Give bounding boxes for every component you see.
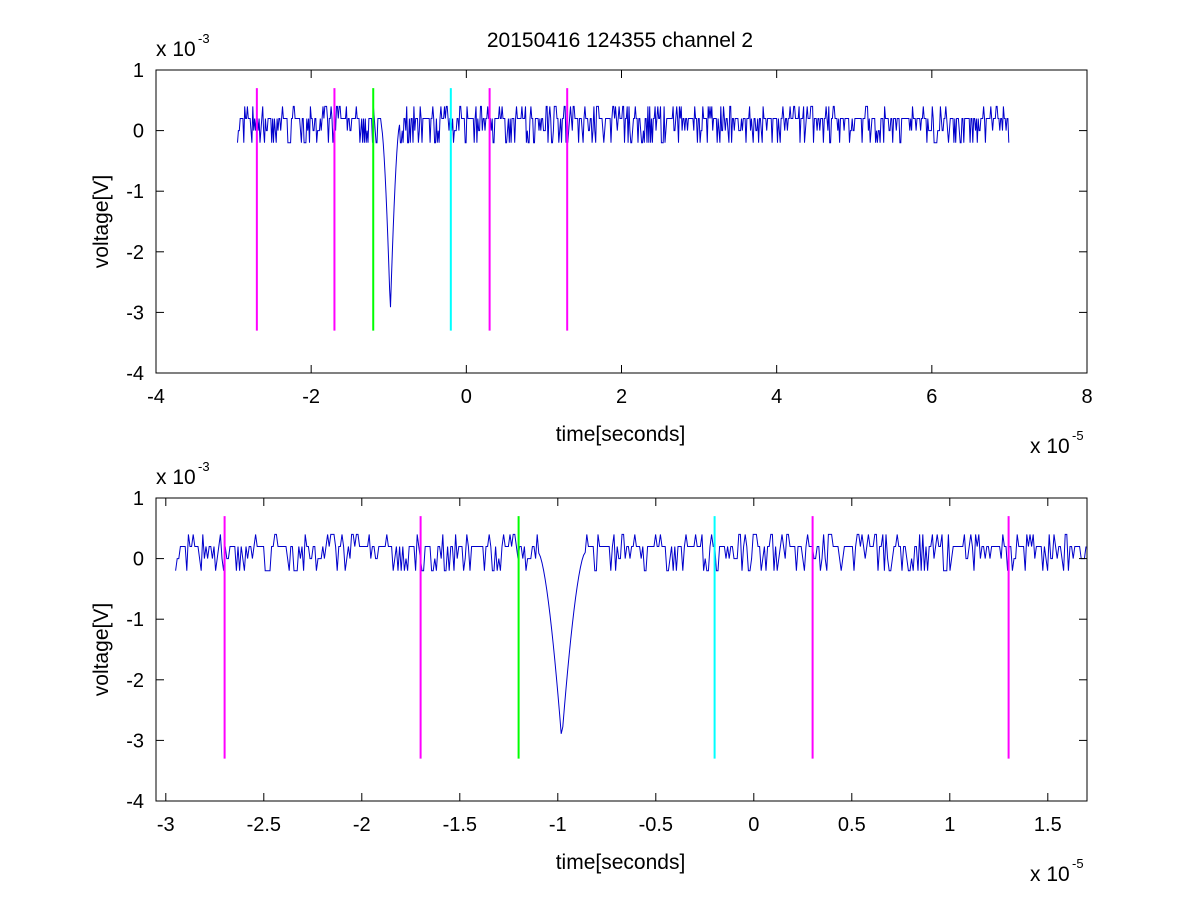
top-plot-x-tick-label: -2 [302,386,320,408]
bottom-plot-data-layer [175,516,1087,759]
bottom-plot-x-exponent-power: -5 [1072,856,1084,871]
bottom-plot-x-tick-label: 1.5 [1034,814,1062,836]
chart-title: 20150416 124355 channel 2 [487,29,753,52]
bottom-plot-y-tick-label: -1 [126,609,144,631]
top-plot-data-layer [237,88,1010,331]
bottom-plot-axes-box [155,497,1088,802]
bottom-plot-x-tick-label: -1 [549,814,567,836]
bottom-plot-x-tick-label: -2.5 [247,814,281,836]
top-plot-y-tick-label: -2 [126,242,144,264]
top-plot-x-exponent-base: x 10 [1030,435,1070,458]
bottom-plot-x-tick-label: 0.5 [838,814,866,836]
top-plot-x-tick-label: 6 [926,386,937,408]
bottom-plot-y-tick-label: -3 [126,730,144,752]
bottom-plot-x-tick-label: -1.5 [443,814,477,836]
top-plot-x-tick-label: -4 [147,386,165,408]
top-plot-y-tick-label: 0 [133,121,144,143]
bottom-plot-y-tick-label: 0 [133,549,144,571]
top-plot-signal-line [237,105,1010,308]
top-plot-x-tick-label: 8 [1081,386,1092,408]
bottom-plot-x-tick-label: -0.5 [639,814,673,836]
top-plot-ticks: -4 -2 0 2 4 6 8 -4 -3 -2 -1 0 1 [126,60,1092,408]
top-plot-y-exponent-power: -3 [198,31,210,46]
bottom-plot-x-tick-label: -3 [157,814,175,836]
bottom-plot-y-exponent-power: -3 [198,459,210,474]
bottom-plot-y-tick-label: -2 [126,670,144,692]
top-plot-y-axis-label: voltage[V] [90,175,113,268]
bottom-plot-signal-line [175,533,1087,734]
bottom-plot-y-tick-label: -4 [126,791,144,813]
top-plot-x-exponent: x 10 -5 [1030,428,1084,458]
top-plot-axes-box [155,69,1088,374]
bottom-plot-x-exponent: x 10 -5 [1030,856,1084,886]
top-plot-y-exponent: x 10 -3 [156,31,210,61]
top-plot-x-axis-label: time[seconds] [556,423,686,446]
top-plot-y-tick-label: -3 [126,302,144,324]
bottom-plot-ticks: -3 -2.5 -2 -1.5 -1 -0.5 0 0.5 1 1.5 -4 -3 -2 -1 0 1 [126,488,1087,836]
bottom-plot-x-tick-label: 1 [944,814,955,836]
top-plot-x-exponent-power: -5 [1072,428,1084,443]
top-plot-y-tick-label: 1 [133,60,144,82]
bottom-plot-y-tick-label: 1 [133,488,144,510]
top-plot-y-tick-label: -1 [126,181,144,203]
top-plot-x-tick-label: 0 [461,386,472,408]
bottom-plot-y-axis-label: voltage[V] [90,603,113,696]
bottom-plot-x-axis-label: time[seconds] [556,851,686,874]
bottom-plot-y-exponent-base: x 10 [156,466,196,489]
bottom-plot: -3 -2.5 -2 -1.5 -1 -0.5 0 0.5 1 1.5 -4 -3 -2 -1 0 1 tim… [90,459,1088,886]
top-plot-x-tick-label: 2 [616,386,627,408]
top-plot-x-tick-label: 4 [771,386,782,408]
top-plot-y-tick-label: -4 [126,363,144,385]
bottom-plot-x-tick-label: 0 [748,814,759,836]
top-plot-y-exponent-base: x 10 [156,38,196,61]
bottom-plot-x-tick-label: -2 [353,814,371,836]
top-plot: -4 -2 0 2 4 6 8 -4 -3 -2 -1 0 1 time[seconds] voltag… [90,31,1093,458]
bottom-plot-y-exponent: x 10 -3 [156,459,210,489]
bottom-plot-x-exponent-base: x 10 [1030,863,1070,886]
